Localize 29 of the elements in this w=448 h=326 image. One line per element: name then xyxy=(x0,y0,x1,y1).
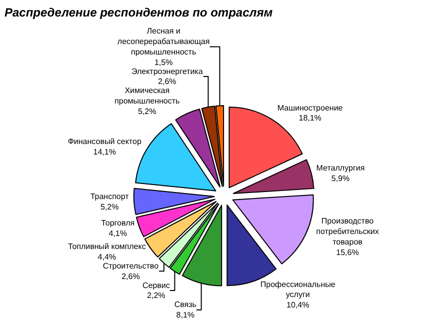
slice-label: Производство потребительских товаров xyxy=(316,216,379,246)
slice-label: Строительство xyxy=(102,261,160,270)
data-label: 1,5% xyxy=(154,58,173,67)
data-label: 2,6% xyxy=(122,272,140,281)
data-label: 4,1% xyxy=(108,229,127,238)
data-label: 10,4% xyxy=(286,300,310,310)
slice-label: Химическая промышленность xyxy=(114,86,180,106)
data-label: 5,9% xyxy=(331,174,350,183)
data-label: 5,2% xyxy=(138,107,156,116)
data-label: 4,4% xyxy=(98,252,116,262)
data-label: 15,6% xyxy=(336,248,359,257)
slice-label: Сервис xyxy=(142,280,170,290)
slice-label: Металлургия xyxy=(316,163,365,172)
data-label: 5,2% xyxy=(100,202,119,212)
slice-label: Связь xyxy=(174,300,196,310)
chart-title: Распределение респондентов по отраслям xyxy=(4,6,273,20)
slice-label: Лесная и лесоперерабатывающая промышленность xyxy=(117,26,210,56)
slice-label: Профессиональные услуги xyxy=(260,280,336,300)
slice-label: Топливный комплекс xyxy=(68,242,146,252)
slice-label: Торговля xyxy=(101,218,135,228)
data-label: 18,1% xyxy=(298,114,322,123)
data-label: 2,6% xyxy=(158,77,176,86)
slice-label: Машиностроение xyxy=(277,103,344,112)
data-label: 2,2% xyxy=(147,291,166,300)
slice-label: Электроэнергетика xyxy=(131,66,204,76)
slice-label: Финансовый сектор xyxy=(68,136,142,146)
data-label: 8,1% xyxy=(176,310,195,320)
slice-label: Транспорт xyxy=(90,192,130,201)
data-label: 14,1% xyxy=(93,147,116,156)
